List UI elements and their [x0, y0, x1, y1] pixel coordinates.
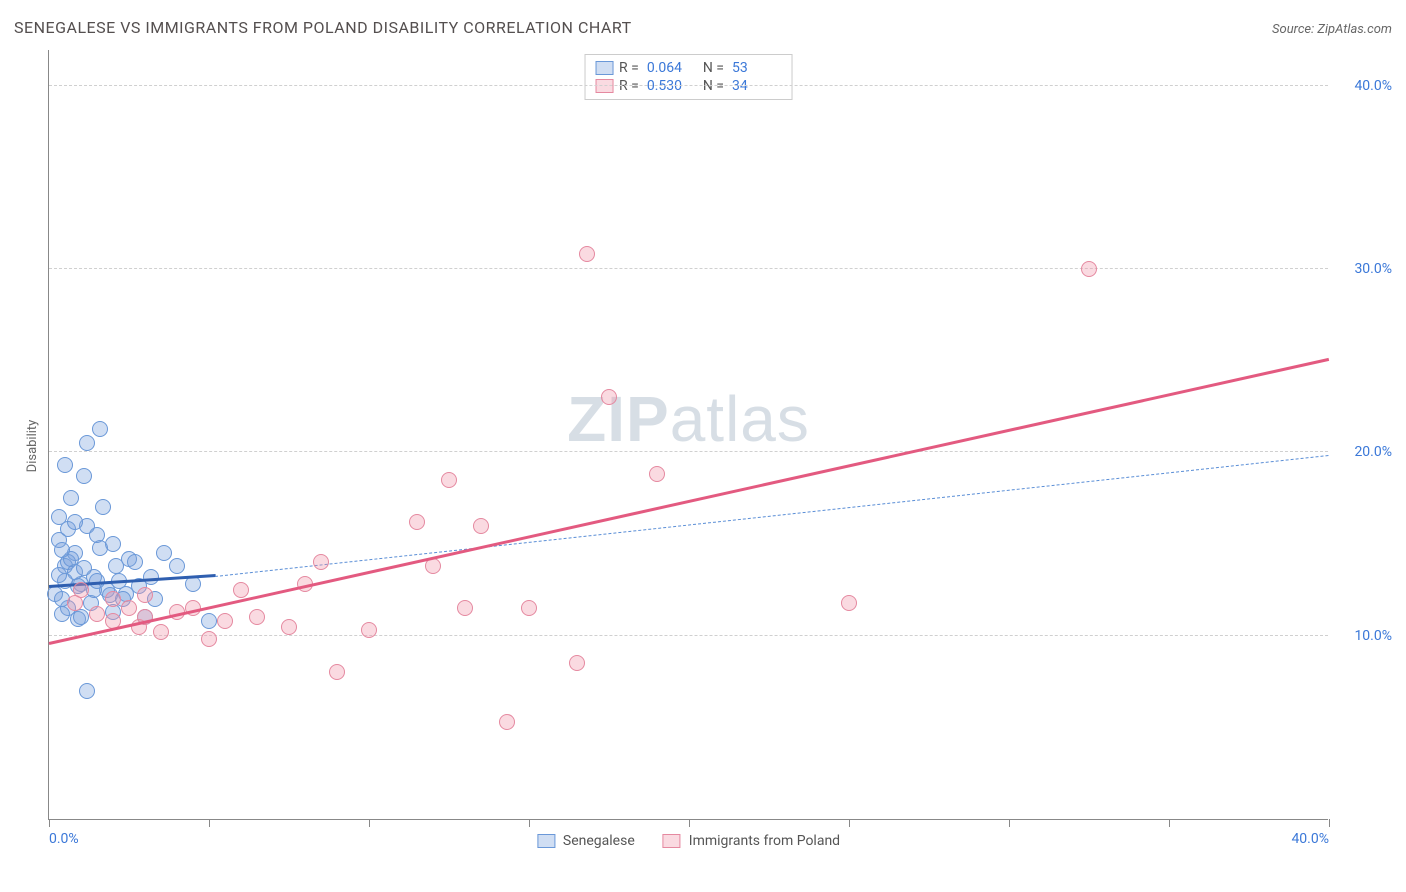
watermark-zip: ZIP	[567, 383, 670, 455]
scatter-point-senegalese	[57, 457, 73, 473]
r-label: R =	[619, 78, 639, 94]
scatter-point-poland	[105, 591, 121, 607]
scatter-point-senegalese	[54, 606, 70, 622]
scatter-point-poland	[73, 582, 89, 598]
r-value-poland: 0.530	[647, 78, 697, 94]
n-label: N =	[703, 60, 724, 76]
scatter-point-poland	[569, 655, 585, 671]
swatch-senegalese	[595, 61, 613, 75]
swatch-senegalese	[537, 834, 555, 848]
scatter-point-poland	[89, 606, 105, 622]
gridline	[49, 268, 1328, 269]
scatter-point-senegalese	[76, 468, 92, 484]
scatter-point-senegalese	[89, 527, 105, 543]
scatter-point-poland	[601, 389, 617, 405]
scatter-point-senegalese	[169, 558, 185, 574]
x-tick	[209, 819, 210, 827]
legend-label-poland: Immigrants from Poland	[689, 833, 840, 849]
plot-area: ZIPatlas R = 0.064 N = 53 R = 0.530 N = …	[48, 50, 1328, 820]
scatter-point-poland	[121, 600, 137, 616]
scatter-point-senegalese	[76, 560, 92, 576]
scatter-point-poland	[579, 246, 595, 262]
trend-line-senegalese-ext	[215, 455, 1329, 577]
scatter-point-senegalese	[67, 514, 83, 530]
scatter-point-poland	[473, 518, 489, 534]
n-value-senegalese: 53	[732, 60, 782, 76]
scatter-point-senegalese	[92, 421, 108, 437]
x-tick	[369, 819, 370, 827]
legend-row-senegalese: R = 0.064 N = 53	[595, 59, 782, 77]
y-axis-label: Disability	[25, 420, 40, 473]
scatter-point-poland	[1081, 261, 1097, 277]
scatter-point-poland	[249, 609, 265, 625]
gridline	[49, 85, 1328, 86]
scatter-point-poland	[841, 595, 857, 611]
scatter-point-senegalese	[156, 545, 172, 561]
legend-label-senegalese: Senegalese	[563, 833, 635, 849]
r-label: R =	[619, 60, 639, 76]
scatter-point-poland	[153, 624, 169, 640]
scatter-point-poland	[409, 514, 425, 530]
scatter-point-poland	[313, 554, 329, 570]
scatter-point-poland	[281, 619, 297, 635]
x-tick-label: 0.0%	[49, 831, 79, 847]
scatter-point-senegalese	[79, 683, 95, 699]
y-tick-label: 10.0%	[1354, 628, 1392, 644]
x-tick	[49, 819, 50, 827]
n-label: N =	[703, 78, 724, 94]
x-tick	[1169, 819, 1170, 827]
scatter-point-poland	[201, 631, 217, 647]
swatch-poland	[595, 79, 613, 93]
scatter-point-senegalese	[105, 536, 121, 552]
x-tick	[529, 819, 530, 827]
legend-item-senegalese: Senegalese	[537, 833, 635, 849]
scatter-point-senegalese	[51, 567, 67, 583]
x-tick	[849, 819, 850, 827]
watermark-atlas: atlas	[670, 383, 810, 455]
x-tick	[1009, 819, 1010, 827]
scatter-point-poland	[217, 613, 233, 629]
trend-line-poland	[49, 358, 1330, 645]
scatter-point-senegalese	[54, 542, 70, 558]
x-tick	[1329, 819, 1330, 827]
r-value-senegalese: 0.064	[647, 60, 697, 76]
legend-row-poland: R = 0.530 N = 34	[595, 77, 782, 95]
scatter-point-poland	[441, 472, 457, 488]
source-attribution: Source: ZipAtlas.com	[1272, 22, 1392, 37]
scatter-point-senegalese	[95, 499, 111, 515]
x-tick-label: 40.0%	[1291, 831, 1329, 847]
legend-item-poland: Immigrants from Poland	[663, 833, 840, 849]
x-tick	[689, 819, 690, 827]
scatter-point-poland	[499, 714, 515, 730]
scatter-point-poland	[329, 664, 345, 680]
scatter-point-senegalese	[63, 490, 79, 506]
n-value-poland: 34	[732, 78, 782, 94]
correlation-legend: R = 0.064 N = 53 R = 0.530 N = 34	[584, 54, 793, 100]
scatter-point-poland	[233, 582, 249, 598]
chart-title: SENEGALESE VS IMMIGRANTS FROM POLAND DIS…	[14, 18, 632, 37]
y-tick-label: 40.0%	[1354, 78, 1392, 94]
swatch-poland	[663, 834, 681, 848]
scatter-point-poland	[137, 587, 153, 603]
scatter-point-poland	[457, 600, 473, 616]
y-tick-label: 30.0%	[1354, 261, 1392, 277]
gridline	[49, 451, 1328, 452]
series-legend: Senegalese Immigrants from Poland	[537, 833, 840, 849]
y-tick-label: 20.0%	[1354, 444, 1392, 460]
scatter-point-poland	[361, 622, 377, 638]
scatter-point-poland	[521, 600, 537, 616]
scatter-point-poland	[649, 466, 665, 482]
scatter-point-senegalese	[201, 613, 217, 629]
scatter-point-senegalese	[73, 609, 89, 625]
scatter-point-senegalese	[108, 558, 124, 574]
gridline	[49, 635, 1328, 636]
scatter-point-senegalese	[127, 554, 143, 570]
scatter-point-senegalese	[79, 435, 95, 451]
